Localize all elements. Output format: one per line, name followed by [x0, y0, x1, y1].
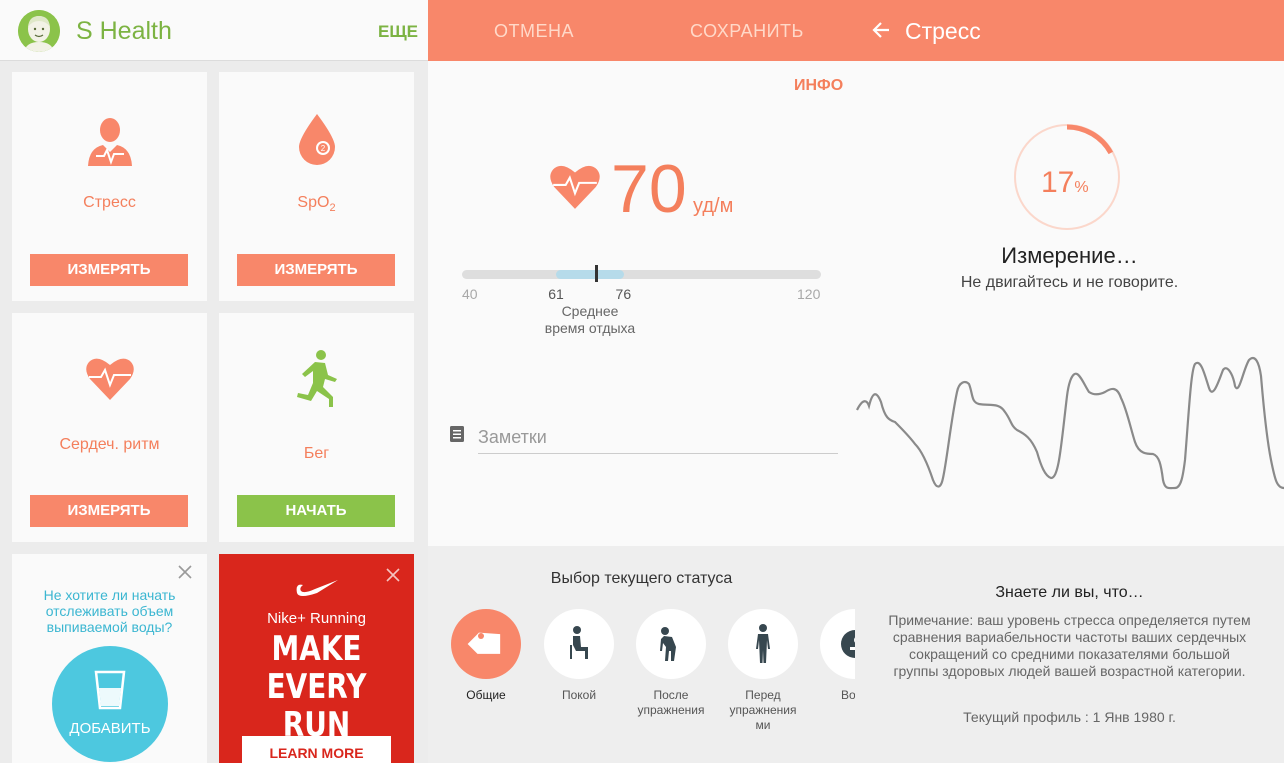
- stress-percent-value: 17: [1041, 166, 1075, 199]
- heart-rate-tile[interactable]: Сердеч. ритм ИЗМЕРЯТЬ: [12, 313, 207, 542]
- stress-percent: 17%: [1041, 166, 1089, 200]
- status-general-label: Общие: [466, 688, 506, 702]
- action-bar: ОТМЕНА СОХРАНИТЬ: [428, 0, 855, 61]
- running-tile[interactable]: Бег НАЧАТЬ: [219, 313, 414, 542]
- water-prompt: Не хотите ли начать отслеживать объем вы…: [43, 587, 176, 635]
- measuring-instruction: Не двигайтесь и не говорите.: [960, 274, 1179, 291]
- add-water-button[interactable]: ДОБАВИТЬ: [52, 646, 168, 762]
- average-rest-label: Среднее время отдыха: [520, 303, 660, 337]
- avatar[interactable]: [18, 10, 60, 52]
- current-profile: Текущий профиль : 1 Янв 1980 г.: [963, 709, 1176, 725]
- measure-heart-rate-button[interactable]: ИЗМЕРЯТЬ: [30, 495, 188, 527]
- stress-progress-ring: [1014, 124, 1120, 230]
- status-before-exercise-line3: ми: [755, 718, 771, 732]
- svg-text:2: 2: [320, 144, 325, 153]
- status-excited-label: Волн: [840, 688, 855, 702]
- status-selector: Выбор текущего статуса Общие Покой: [428, 546, 855, 763]
- status-after-exercise-line2: упражнения: [637, 703, 705, 717]
- heart-rate-screen: ОТМЕНА СОХРАНИТЬ ИНФО 70 уд/м 40 61 76 1…: [428, 0, 855, 763]
- status-before-exercise-circle: [728, 609, 798, 679]
- nike-ad-card[interactable]: Nike+ Running MAKE EVERY RUN COUNT LEARN…: [219, 554, 414, 763]
- scale-max-label: 120: [797, 286, 821, 302]
- status-title: Выбор текущего статуса: [550, 570, 733, 587]
- stress-app-bar: Стресс: [855, 0, 1284, 61]
- heart-rate-icon: [85, 358, 134, 400]
- tag-icon: [467, 632, 501, 654]
- start-running-button[interactable]: НАЧАТЬ: [237, 495, 395, 527]
- spo2-tile[interactable]: 2 SpO2 ИЗМЕРЯТЬ: [219, 72, 414, 301]
- stress-label: Стресс: [83, 194, 136, 211]
- stress-screen: Стресс 17% Измерение… Не двигайтесь и не…: [855, 0, 1284, 763]
- water-tracking-card: Не хотите ли начать отслеживать объем вы…: [12, 554, 207, 763]
- status-excited-circle: [820, 609, 855, 679]
- nike-swoosh-icon: [296, 580, 338, 596]
- current-rate-marker: [595, 265, 599, 282]
- app-bar: S Health ЕЩЕ: [0, 0, 428, 61]
- status-rest-circle: [544, 609, 614, 679]
- glass-icon: [94, 670, 126, 710]
- measure-spo2-button[interactable]: ИЗМЕРЯТЬ: [237, 254, 395, 286]
- hrv-waveform: [856, 356, 1284, 490]
- average-rest-line1: Среднее: [561, 303, 619, 319]
- back-arrow-icon[interactable]: [871, 20, 891, 40]
- status-rest-label: Покой: [561, 688, 597, 702]
- status-before-exercise[interactable]: Перед упражнения ми: [713, 609, 813, 733]
- notes-input[interactable]: [478, 422, 838, 454]
- status-before-exercise-line1: Перед: [745, 688, 781, 702]
- did-you-know-title: Знаете ли вы, что…: [995, 584, 1144, 601]
- spo2-label-main: SpO: [297, 194, 330, 211]
- measuring-status: Измерение…: [1001, 243, 1138, 268]
- status-before-exercise-line2: упражнения: [729, 703, 797, 717]
- status-after-exercise-circle: [636, 609, 706, 679]
- add-water-label: ДОБАВИТЬ: [69, 720, 151, 737]
- learn-more-button[interactable]: LEARN MORE: [242, 736, 391, 763]
- stress-tile[interactable]: Стресс ИЗМЕРЯТЬ: [12, 72, 207, 301]
- status-general-circle: [451, 609, 521, 679]
- close-icon[interactable]: [177, 564, 193, 580]
- heart-rate-scale: [462, 270, 821, 279]
- sitting-person-icon: [570, 626, 588, 659]
- heart-rate-unit: уд/м: [693, 195, 734, 217]
- stress-title: Стресс: [905, 18, 981, 44]
- nike-headline-line1: MAKE EVERY: [266, 629, 367, 707]
- stress-percent-sign: %: [1074, 179, 1089, 196]
- stress-explanation: Примечание: ваш уровень стресса определя…: [888, 612, 1251, 679]
- more-button[interactable]: ЕЩЕ: [378, 22, 419, 41]
- rest-high-label: 76: [615, 286, 632, 302]
- stress-person-icon: [87, 118, 132, 166]
- measure-stress-button[interactable]: ИЗМЕРЯТЬ: [30, 254, 188, 286]
- close-icon[interactable]: [385, 567, 401, 583]
- heart-rate-label: Сердеч. ритм: [59, 436, 160, 453]
- app-title: S Health: [76, 17, 172, 45]
- average-rest-line2: время отдыха: [544, 320, 636, 336]
- heart-rate-value: 70: [611, 151, 687, 227]
- spo2-drop-icon: 2: [298, 114, 335, 165]
- save-button[interactable]: СОХРАНИТЬ: [690, 21, 804, 41]
- bent-over-person-icon: [660, 627, 676, 661]
- dashboard-screen: S Health ЕЩЕ Стресс ИЗМЕРЯТЬ 2 SpO2 ИЗМЕ…: [0, 0, 428, 763]
- user-avatar-icon: [18, 10, 60, 52]
- spo2-label-sub: 2: [329, 202, 336, 215]
- emotion-face-icon: [841, 630, 855, 658]
- spo2-label: SpO2: [219, 194, 414, 214]
- running-label: Бег: [303, 445, 330, 462]
- scale-min-label: 40: [462, 286, 478, 302]
- standing-person-icon: [756, 624, 770, 663]
- heart-icon: [550, 165, 600, 209]
- status-after-exercise[interactable]: После упражнения: [621, 609, 721, 718]
- did-you-know-section: Знаете ли вы, что… Примечание: ваш урове…: [855, 546, 1284, 763]
- status-rest[interactable]: Покой: [529, 609, 629, 703]
- status-after-exercise-line1: После: [653, 688, 689, 702]
- status-general[interactable]: Общие: [436, 609, 536, 703]
- resting-range: [556, 270, 624, 279]
- info-button[interactable]: ИНФО: [794, 77, 844, 94]
- nike-brand: Nike+ Running: [267, 610, 366, 627]
- status-excited[interactable]: Волн: [805, 609, 855, 703]
- cancel-button[interactable]: ОТМЕНА: [494, 21, 575, 41]
- status-after-exercise-label: После упражнения: [621, 688, 721, 718]
- notes-icon: [450, 426, 464, 442]
- rest-low-label: 61: [548, 286, 564, 302]
- status-before-exercise-label: Перед упражнения ми: [713, 688, 813, 733]
- runner-icon: [296, 350, 337, 407]
